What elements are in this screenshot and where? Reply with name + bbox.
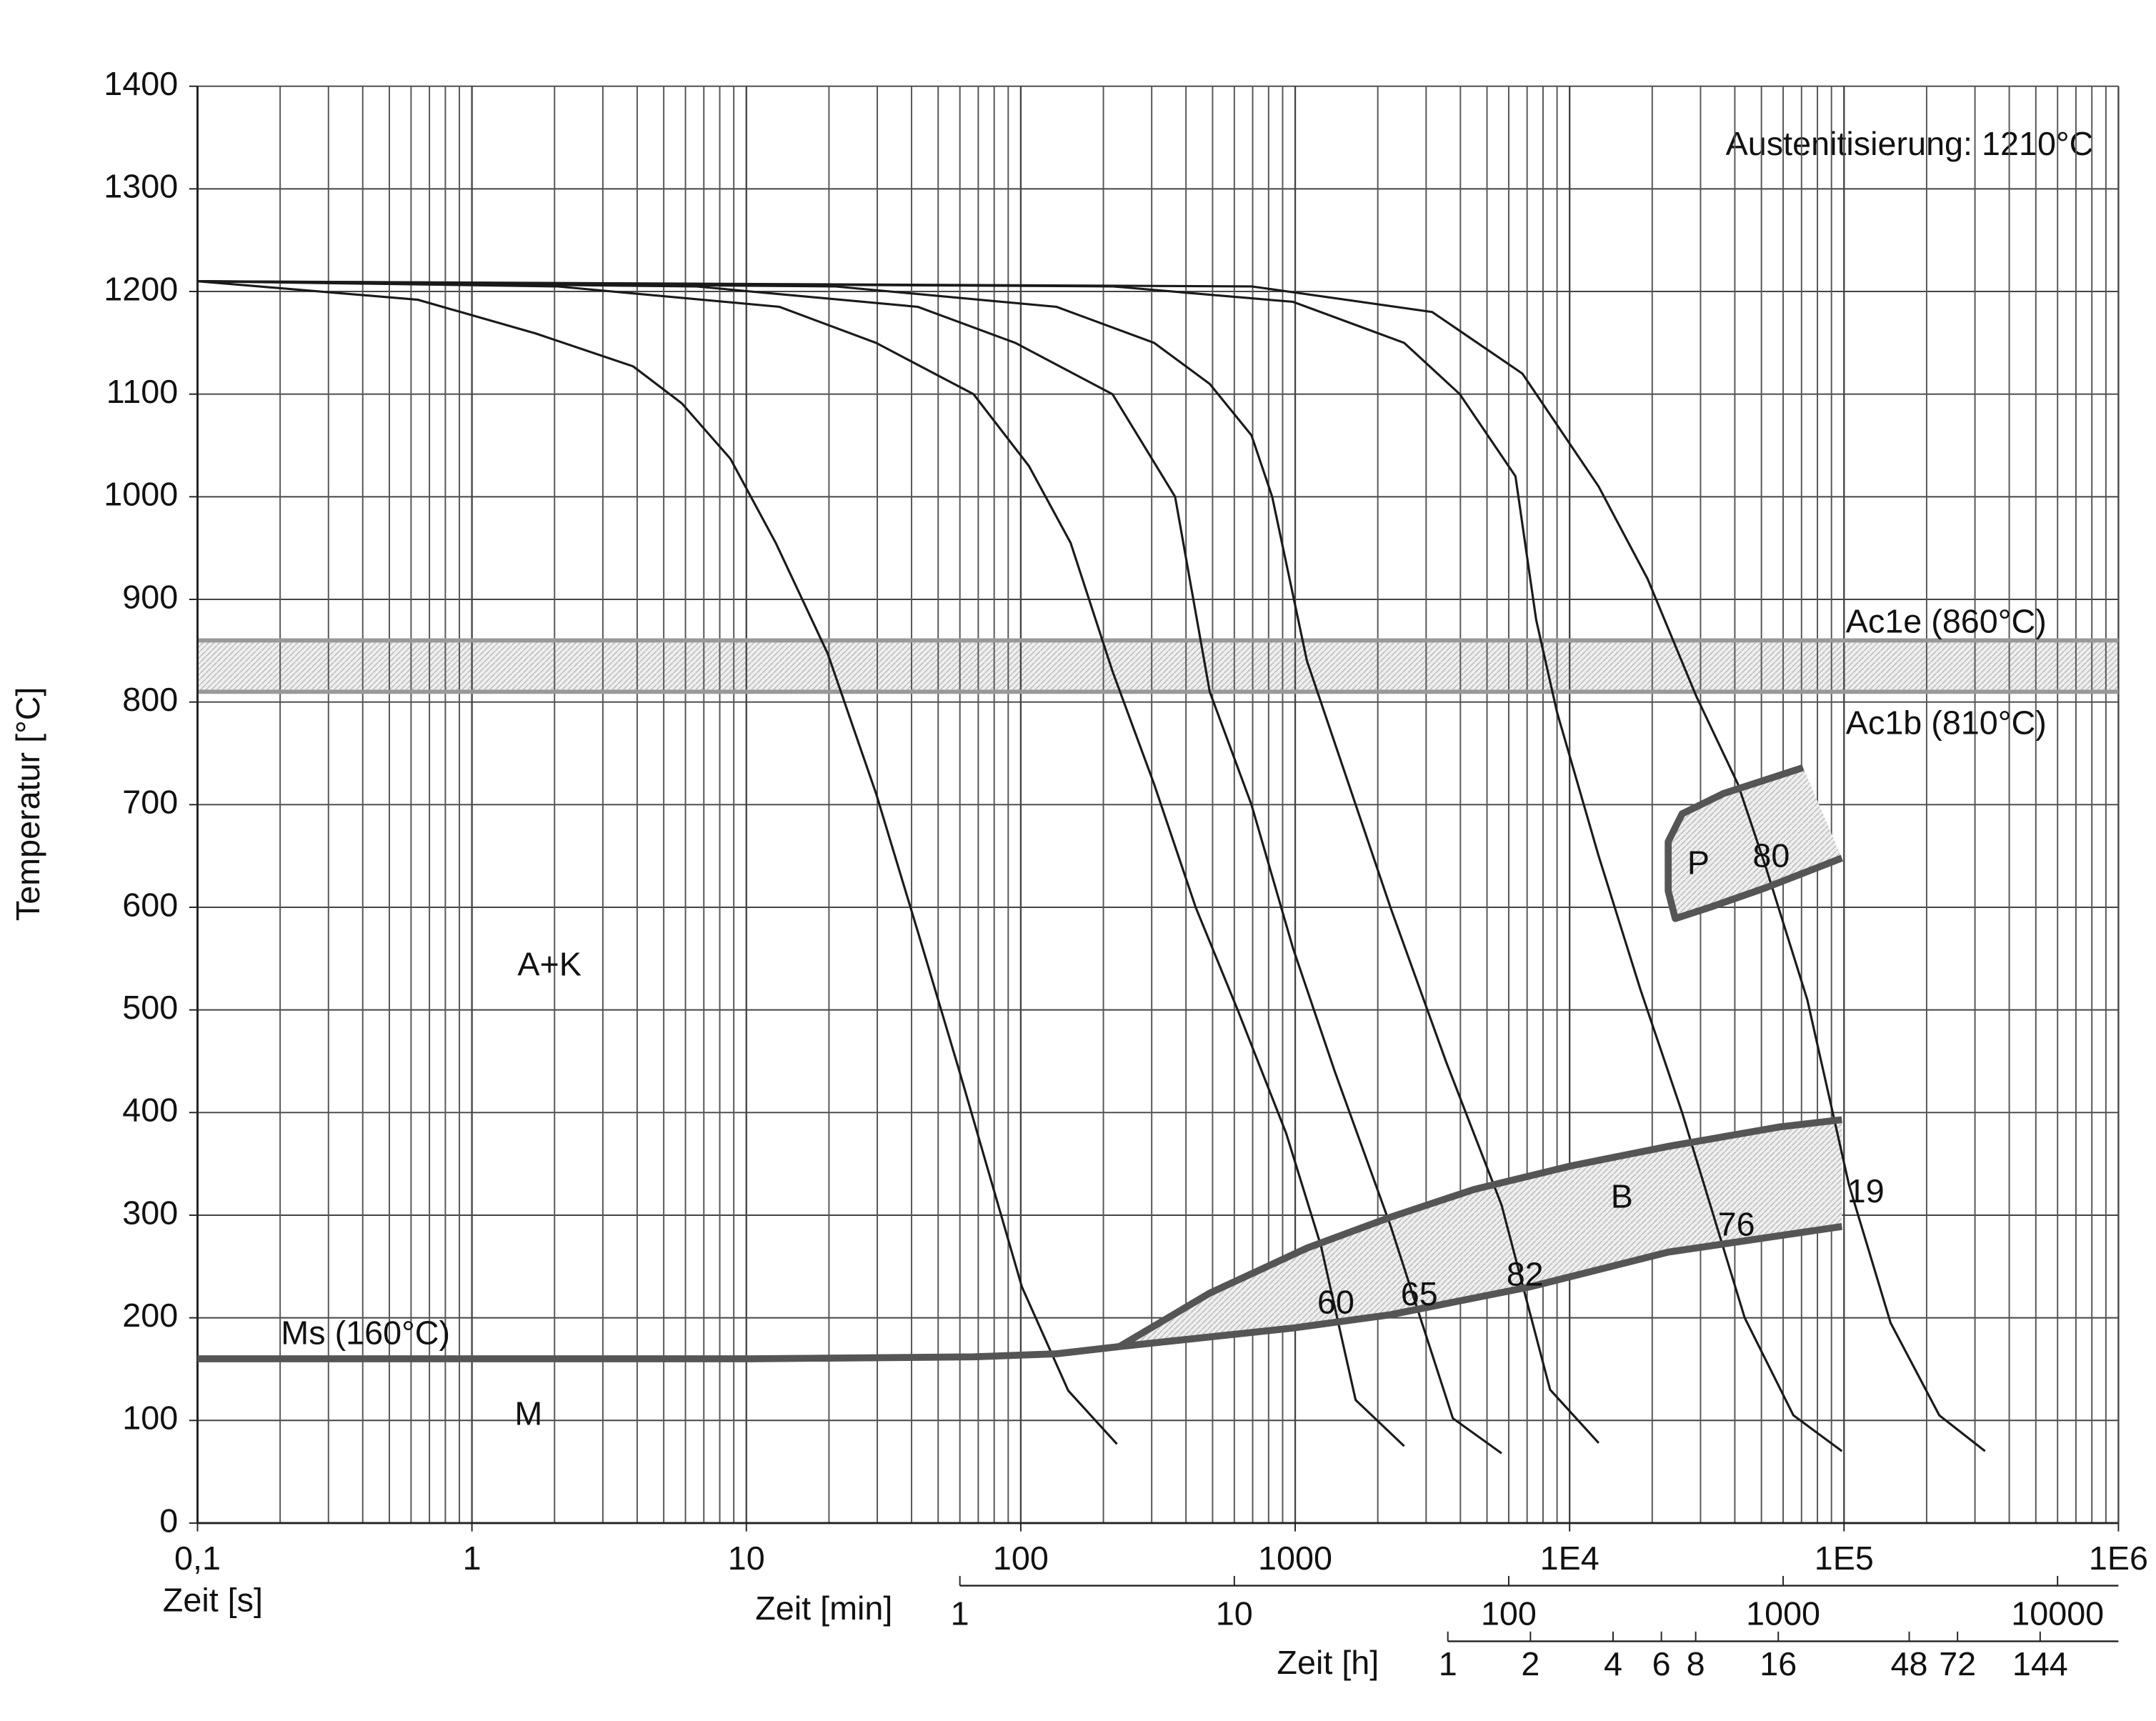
y-tick-label: 900 xyxy=(122,578,178,615)
x3-tick-label: 4 xyxy=(1604,1645,1622,1682)
x3-tick-label: 48 xyxy=(1891,1645,1928,1682)
x-tick-label: 10 xyxy=(728,1540,765,1577)
y-axis-label: Temperatur [°C] xyxy=(9,687,46,922)
region-label: P xyxy=(1687,844,1710,881)
phase-label: A+K xyxy=(517,945,582,982)
x-axis-label: Zeit [s] xyxy=(163,1581,263,1618)
x3-tick-label: 16 xyxy=(1760,1645,1797,1682)
y-tick-label: 1400 xyxy=(104,65,178,102)
band-label: Ac1e (860°C) xyxy=(1846,602,2047,639)
pearlite-outline xyxy=(1665,764,1844,922)
bainite-upper xyxy=(1117,1116,1842,1350)
cooling-curve xyxy=(197,280,1405,1447)
y-tick-label: 400 xyxy=(122,1092,178,1129)
band-label: Ac1b (810°C) xyxy=(1846,704,2047,741)
x3-axis-label: Zeit [h] xyxy=(1277,1644,1379,1681)
x-tick-label: 1000 xyxy=(1258,1540,1332,1577)
hardness-label: 60 xyxy=(1317,1284,1354,1321)
phase-label: M xyxy=(514,1395,542,1432)
y-tick-label: 1200 xyxy=(104,270,178,307)
hardness-label: 76 xyxy=(1718,1206,1755,1243)
cooling-curve xyxy=(197,280,1843,1452)
y-tick-label: 300 xyxy=(122,1194,178,1231)
x3-tick-label: 144 xyxy=(2012,1645,2068,1682)
hardness-label: 82 xyxy=(1507,1256,1544,1293)
x2-tick-label: 10 xyxy=(1216,1595,1253,1632)
ac1-band xyxy=(197,640,2119,692)
x-tick-label: 1 xyxy=(463,1540,481,1577)
x2-tick-label: 10000 xyxy=(2011,1595,2104,1632)
y-tick-label: 100 xyxy=(122,1400,178,1437)
y-tick-label: 600 xyxy=(122,886,178,923)
y-tick-label: 800 xyxy=(122,681,178,718)
x2-tick-label: 1000 xyxy=(1746,1595,1820,1632)
x3-tick-label: 6 xyxy=(1652,1645,1671,1682)
x3-tick-label: 8 xyxy=(1687,1645,1705,1682)
bainite-lower xyxy=(1119,1223,1843,1350)
y-tick-label: 200 xyxy=(122,1297,178,1334)
x3-tick-label: 72 xyxy=(1939,1645,1976,1682)
cooling-curve xyxy=(197,280,1986,1452)
pearlite-fill xyxy=(1668,767,1842,919)
ms-label: Ms (160°C) xyxy=(281,1314,450,1351)
y-tick-label: 0 xyxy=(159,1502,178,1539)
y-tick-label: 1300 xyxy=(104,168,178,205)
y-tick-label: 700 xyxy=(122,784,178,821)
x2-axis-label: Zeit [min] xyxy=(755,1590,892,1627)
x-tick-label: 0,1 xyxy=(174,1540,221,1577)
hardness-label: 80 xyxy=(1752,837,1790,874)
ms-line xyxy=(197,1343,1120,1362)
x3-tick-label: 2 xyxy=(1521,1645,1539,1682)
cooling-curve xyxy=(197,280,1502,1455)
cooling-curve xyxy=(197,280,1599,1444)
x-tick-label: 1E6 xyxy=(2089,1540,2148,1577)
x2-tick-label: 100 xyxy=(1481,1595,1537,1632)
x2-tick-label: 1 xyxy=(951,1595,969,1632)
x-tick-label: 1E5 xyxy=(1815,1540,1874,1577)
hardness-label: 65 xyxy=(1401,1275,1438,1312)
y-tick-label: 1100 xyxy=(106,373,178,410)
x-tick-label: 100 xyxy=(993,1540,1049,1577)
bainite-fill xyxy=(1119,1119,1842,1347)
y-tick-label: 500 xyxy=(122,989,178,1026)
x3-tick-label: 1 xyxy=(1439,1645,1457,1682)
cooling-curve xyxy=(197,280,1118,1445)
region-label: B xyxy=(1611,1178,1633,1215)
x-tick-label: 1E4 xyxy=(1540,1540,1599,1577)
annotation: Austenitisierung: 1210°C xyxy=(1726,125,2094,162)
hardness-label: 19 xyxy=(1847,1172,1885,1209)
y-tick-label: 1000 xyxy=(104,476,178,513)
